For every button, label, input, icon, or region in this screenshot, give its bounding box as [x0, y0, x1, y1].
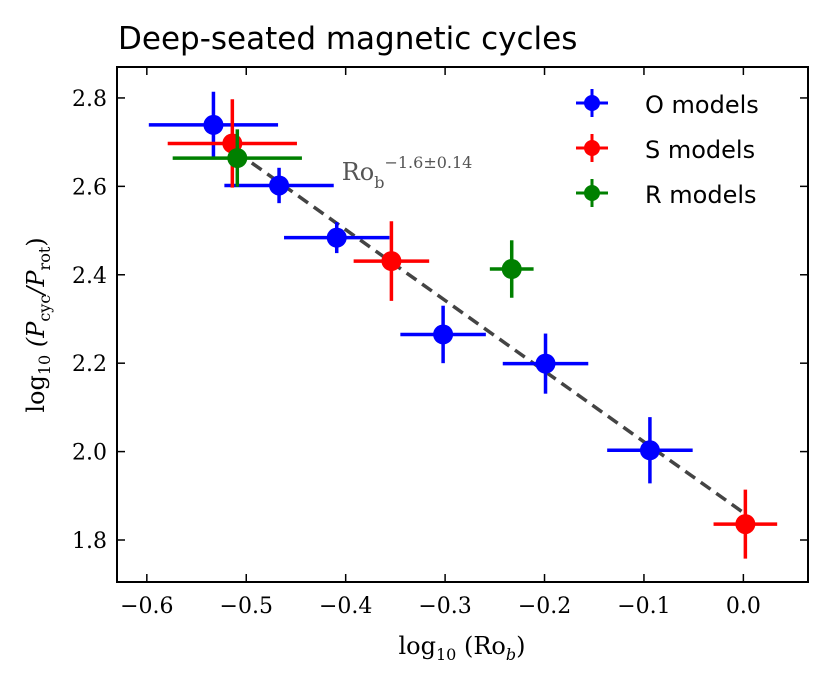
x-tick-label: −0.3 [418, 594, 471, 619]
data-point-o-1 [148, 91, 279, 159]
y-tick-label: 2.0 [72, 441, 107, 466]
axis-ticks [117, 67, 808, 582]
x-tick-label: −0.5 [220, 594, 273, 619]
x-axis-label-open: (Ro [456, 632, 506, 660]
data-point-s-3 [713, 489, 778, 559]
point-marker [203, 114, 224, 135]
y-axis-label-open: (P [22, 321, 50, 355]
legend: O models S models R models [576, 89, 759, 209]
data-point-s-2 [353, 221, 430, 301]
y-tick-label: 1.8 [72, 529, 107, 554]
point-marker [433, 324, 454, 345]
fit-annotation-exp: −1.6±0.14 [384, 153, 472, 172]
y-axis-label: log10 (Pcyc/Prot) [22, 237, 54, 412]
y-axis-label-sub1: cyc [35, 295, 54, 322]
data-point-r-1 [172, 129, 302, 187]
legend-item-s: S models [576, 134, 755, 164]
data-point-o-4 [400, 305, 486, 364]
legend-marker-s [584, 140, 600, 156]
x-tick-labels: −0.6 −0.5 −0.4 −0.3 −0.2 −0.1 0.0 [120, 594, 761, 619]
fit-annotation-base: Ro [342, 158, 375, 186]
point-marker [501, 259, 522, 280]
x-tick-label: −0.2 [518, 594, 571, 619]
point-marker [639, 440, 660, 461]
x-axis-label-sub: b [506, 645, 516, 664]
y-tick-label: 2.4 [72, 264, 107, 289]
x-axis-label-log-sub: 10 [436, 645, 456, 664]
data-point-o-6 [607, 417, 693, 484]
x-axis-label-close: ) [516, 632, 525, 660]
fit-annotation: Rob−1.6±0.14 [342, 153, 473, 192]
legend-label-r: R models [645, 181, 757, 209]
point-marker [735, 514, 756, 535]
y-axis-label-log-sub: 10 [35, 355, 54, 375]
x-axis-label: log10 (Rob) [399, 632, 526, 664]
legend-label-o: O models [645, 91, 759, 119]
y-tick-label: 2.2 [72, 352, 107, 377]
point-marker [227, 148, 248, 169]
fit-annotation-sub: b [374, 173, 384, 192]
x-tick-label: 0.0 [726, 594, 761, 619]
x-axis-label-log: log [399, 632, 437, 660]
legend-marker-r [584, 185, 600, 201]
y-tick-label: 2.8 [72, 87, 107, 112]
point-marker [381, 251, 402, 272]
point-marker [535, 353, 556, 374]
y-axis-label-sub2: rot [35, 246, 54, 270]
point-marker [326, 227, 347, 248]
legend-marker-o [584, 95, 600, 111]
data-point-o-5 [502, 333, 589, 394]
x-tick-label: −0.6 [120, 594, 173, 619]
legend-item-o: O models [576, 89, 759, 119]
y-axis-label-mid: /P [22, 270, 50, 297]
plot-frame [116, 66, 809, 583]
x-tick-label: −0.1 [617, 594, 670, 619]
data-point-o-2 [224, 167, 334, 204]
data-point-r-2 [489, 240, 534, 298]
y-tick-labels: 1.8 2.0 2.2 2.4 2.6 2.8 [72, 87, 107, 554]
point-marker [269, 175, 290, 196]
chart-title: Deep-seated magnetic cycles [118, 21, 577, 57]
legend-label-s: S models [645, 136, 755, 164]
y-axis-label-log: log [22, 375, 50, 413]
y-tick-label: 2.6 [72, 175, 107, 200]
data-points [148, 91, 778, 559]
x-tick-label: −0.4 [319, 594, 372, 619]
data-point-o-3 [284, 222, 390, 254]
y-axis-label-close: ) [22, 237, 50, 246]
legend-item-r: R models [576, 179, 757, 209]
